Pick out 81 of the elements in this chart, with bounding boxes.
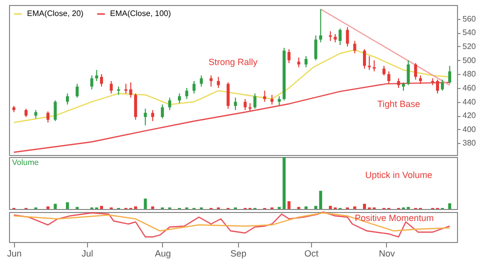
candlestick (397, 78, 400, 88)
bar (54, 204, 57, 209)
candlestick (54, 100, 57, 122)
candlestick (253, 92, 256, 110)
candlestick (362, 48, 366, 70)
candlestick (314, 34, 318, 61)
candlestick (216, 76, 220, 88)
candlestick (46, 110, 50, 124)
candlestick (144, 108, 147, 126)
candlestick (288, 48, 290, 64)
bar (144, 198, 147, 209)
candlestick (76, 83, 79, 98)
y-tick-label: 560 (462, 14, 476, 24)
x-tick-label: Aug (154, 248, 171, 258)
candlestick (278, 96, 281, 106)
candlestick (436, 79, 440, 94)
bar (151, 206, 154, 209)
candlestick (90, 75, 94, 90)
bar (448, 203, 452, 209)
candlestick (110, 80, 113, 94)
candlestick (160, 104, 164, 119)
candlestick (372, 60, 376, 72)
bar (134, 206, 138, 209)
candlestick (134, 92, 138, 120)
candlestick (168, 97, 172, 111)
candlestick (178, 92, 181, 104)
candlestick (304, 56, 308, 68)
legend-label: EMA(Close, 20) (27, 9, 84, 18)
candlestick (151, 110, 154, 122)
y-tick-label: 460 (462, 83, 476, 92)
x-tick-label: Jul (82, 248, 94, 258)
x-tick-label: Oct (304, 248, 319, 258)
x-tick-label: Jun (7, 248, 22, 258)
bar (66, 202, 69, 209)
annotation: Tight Base (377, 99, 420, 109)
candlestick (192, 80, 196, 94)
chart-title: Volume (12, 158, 40, 167)
candlestick (95, 69, 98, 82)
bar (328, 206, 332, 209)
annotation: Strong Rally (208, 57, 258, 67)
candlestick (319, 8, 322, 43)
candlestick (406, 60, 410, 86)
y-tick-label: 380 (462, 138, 476, 148)
candlestick (297, 57, 300, 68)
y-tick-label: 500 (462, 56, 476, 65)
candlestick (448, 65, 452, 84)
candlestick (210, 75, 213, 88)
bar (362, 204, 366, 209)
candlestick (200, 75, 203, 88)
annotation: Uptick in Volume (365, 170, 432, 180)
bar (304, 206, 308, 209)
y-tick-label: 540 (462, 28, 476, 38)
x-tick-label: Sep (230, 248, 246, 258)
candlestick (270, 94, 274, 106)
candlestick (100, 74, 104, 88)
candlestick (353, 40, 356, 54)
bar (288, 201, 290, 209)
y-tick-label: 420 (462, 111, 476, 120)
y-tick-label: 480 (462, 70, 476, 79)
annotation: Positive Momentum (354, 213, 434, 223)
candlestick (338, 28, 342, 46)
candlestick (440, 79, 444, 92)
candlestick (185, 87, 188, 100)
x-tick-label: Nov (378, 248, 396, 258)
y-tick-label: 520 (462, 42, 476, 51)
bar (353, 206, 356, 209)
candlestick (234, 97, 237, 111)
candlestick (244, 98, 247, 111)
candlestick (382, 65, 386, 76)
candlestick (387, 70, 390, 84)
y-tick-label: 400 (462, 124, 476, 134)
y-tick-label: 440 (462, 97, 476, 106)
candlestick (226, 82, 230, 110)
candlestick (66, 92, 69, 106)
legend-label: EMA(Close, 100) (110, 9, 172, 18)
candlestick (414, 62, 418, 80)
bar (100, 206, 104, 209)
candlestick (328, 30, 332, 42)
candlestick (263, 90, 266, 102)
candlestick (346, 26, 349, 47)
bar (46, 206, 50, 209)
